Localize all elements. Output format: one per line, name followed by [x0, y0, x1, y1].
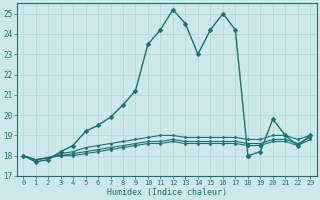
X-axis label: Humidex (Indice chaleur): Humidex (Indice chaleur) [107, 188, 227, 197]
